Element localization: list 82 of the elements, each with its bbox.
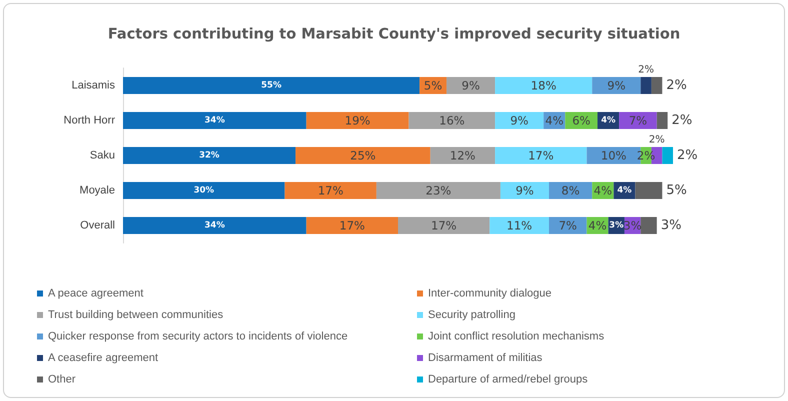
data-label: 4% xyxy=(588,218,607,232)
y-tick-label: Laisamis xyxy=(72,80,116,92)
legend-label: Disarmament of militias xyxy=(428,352,543,364)
data-label: 2% xyxy=(666,78,687,93)
data-label: 4% xyxy=(594,184,612,198)
bar xyxy=(398,217,490,234)
bar xyxy=(656,112,668,129)
data-label: 4% xyxy=(617,186,632,196)
data-label: 17% xyxy=(431,218,457,232)
legend-label: A ceasefire agreement xyxy=(48,352,158,364)
bar xyxy=(495,112,544,129)
data-label: 2% xyxy=(638,64,654,76)
bar xyxy=(495,77,592,94)
data-label: 9% xyxy=(607,78,626,92)
bar xyxy=(296,147,430,164)
data-label: 34% xyxy=(204,116,226,126)
data-label: 17% xyxy=(339,218,366,232)
data-label: 16% xyxy=(439,114,465,128)
legend-label: Security patrolling xyxy=(428,309,516,321)
data-label: 34% xyxy=(204,220,226,230)
bar xyxy=(123,112,306,129)
data-label: 30% xyxy=(194,186,215,196)
bar xyxy=(490,217,549,234)
bar xyxy=(635,182,662,199)
bar xyxy=(640,77,652,94)
data-label: 9% xyxy=(516,184,534,198)
bar xyxy=(123,182,285,199)
data-label: 10% xyxy=(600,148,627,162)
bar xyxy=(619,112,657,129)
legend-label: Departure of armed/rebel groups xyxy=(428,374,588,386)
data-label: 2% xyxy=(648,134,665,146)
bar xyxy=(500,182,549,199)
y-tick-label: Overall xyxy=(80,220,115,232)
legend-label: Inter-community dialogue xyxy=(428,288,552,300)
legend-label: A peace agreement xyxy=(48,288,144,300)
data-label: 6% xyxy=(572,114,591,128)
legend-label: Other xyxy=(48,374,76,386)
data-label: 4% xyxy=(601,116,616,126)
data-label: 7% xyxy=(558,218,578,232)
data-label: 17% xyxy=(318,184,344,198)
bar xyxy=(376,182,500,199)
data-label: 12% xyxy=(450,148,476,162)
data-label: 17% xyxy=(528,148,554,162)
data-label: 3% xyxy=(609,220,624,230)
chart-title: Factors contributing to Marsabit County's improved security situation xyxy=(108,26,680,42)
bar xyxy=(306,112,409,129)
data-label: 2% xyxy=(677,148,698,163)
bar xyxy=(592,77,641,94)
data-label: 3% xyxy=(660,218,682,233)
data-label: 9% xyxy=(462,78,480,92)
data-label: 32% xyxy=(199,150,220,160)
data-label: 5% xyxy=(424,78,442,92)
legend-label: Quicker response from security actors to incidents of violence xyxy=(48,330,348,342)
y-tick-label: North Horr xyxy=(64,114,116,126)
bar xyxy=(408,112,496,129)
y-tick-label: Moyale xyxy=(80,184,115,196)
bar xyxy=(446,77,496,94)
data-label: 19% xyxy=(344,114,370,128)
bar xyxy=(651,77,662,94)
data-label: 4% xyxy=(545,114,564,128)
bar xyxy=(662,147,673,164)
bar xyxy=(123,77,420,94)
bar xyxy=(430,147,496,164)
bar xyxy=(495,147,587,164)
data-label: 2% xyxy=(672,113,692,128)
data-label: 55% xyxy=(261,80,282,90)
bar xyxy=(640,217,657,234)
data-label: 11% xyxy=(506,218,532,232)
bar xyxy=(123,147,296,164)
data-label: 25% xyxy=(350,148,376,162)
legend-label: Joint conflict resolution mechanisms xyxy=(428,330,605,342)
bar xyxy=(284,182,376,199)
data-label: 9% xyxy=(510,114,529,128)
bar xyxy=(123,217,306,234)
data-label: 18% xyxy=(530,78,556,92)
y-tick-label: Saku xyxy=(90,150,115,162)
data-label: 5% xyxy=(666,183,687,198)
data-label: 7% xyxy=(628,114,648,128)
bar xyxy=(306,217,398,234)
data-label: 23% xyxy=(426,184,452,198)
data-label: 8% xyxy=(561,184,580,198)
legend-label: Trust building between communities xyxy=(48,309,224,321)
